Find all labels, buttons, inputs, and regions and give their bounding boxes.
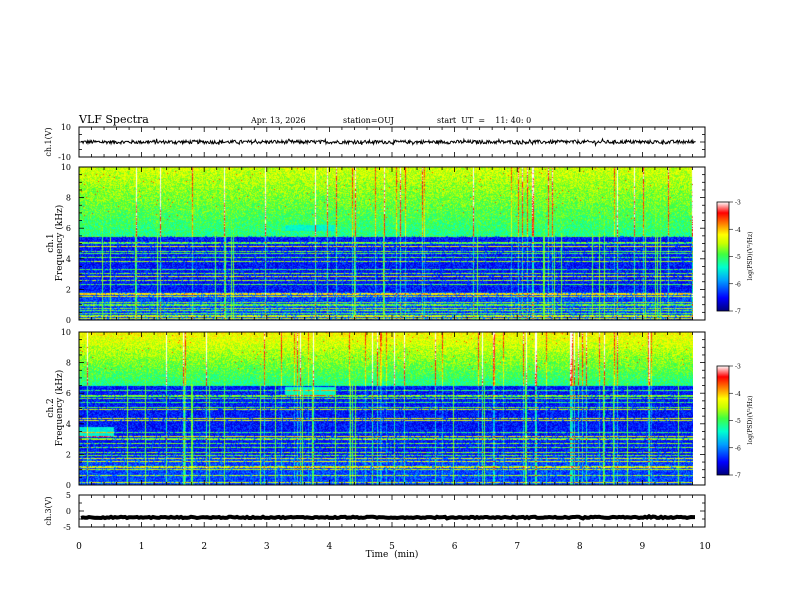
x-tick-label-10: 10 bbox=[699, 542, 711, 552]
colorbar-ch1: -3 -4 -5 -6 -7 log(PSD)(V²/Hz) bbox=[716, 200, 754, 316]
ch1-ytick-top: 10 bbox=[61, 123, 71, 132]
ch3-ytick-top: 5 bbox=[66, 491, 71, 500]
station-label: station=OUJ bbox=[343, 116, 394, 125]
x-axis: 0 1 2 3 4 5 6 7 8 9 10 bbox=[76, 127, 711, 552]
ch3-ytick-mid: 0 bbox=[66, 507, 71, 516]
panel-ch3-waveform: 5 0 -5 ch.3(V) bbox=[44, 491, 706, 532]
ch1-spec-ytick-label-8: 8 bbox=[66, 194, 71, 203]
ch1-waveform-trace bbox=[80, 137, 696, 148]
ch1-spec-ytick-label-2: 2 bbox=[66, 285, 71, 294]
ch2-spec-ytick-label-4: 4 bbox=[66, 420, 71, 429]
ch3-ytick-bottom: -5 bbox=[63, 523, 71, 532]
colorbar-ch2-label: log(PSD)(V²/Hz) bbox=[747, 396, 754, 445]
colorbar-ch2-tick-label--6: -6 bbox=[735, 445, 741, 452]
x-tick-label-6: 6 bbox=[452, 542, 458, 552]
colorbar-ch2-tick-label--7: -7 bbox=[735, 473, 741, 480]
ch1-spec-ytick-label-4: 4 bbox=[66, 255, 71, 264]
colorbar-ch2-tick-label--3: -3 bbox=[735, 364, 741, 371]
x-tick-label-5: 5 bbox=[389, 542, 395, 552]
ch2-spec-ytick-label-10: 10 bbox=[61, 328, 71, 337]
x-tick-label-3: 3 bbox=[264, 542, 270, 552]
ch2-spec-ylabel-channel: ch.2 bbox=[46, 398, 56, 417]
start-time-label: start UT = 11: 40: 0 bbox=[437, 116, 531, 125]
x-tick-label-9: 9 bbox=[640, 542, 646, 552]
x-tick-label-8: 8 bbox=[577, 542, 583, 552]
ch1-spectrogram-image bbox=[79, 167, 693, 320]
colorbar-ch2-tick-label--5: -5 bbox=[735, 418, 741, 425]
ch1-spec-ylabel-channel: ch.1 bbox=[46, 233, 56, 252]
ch2-spec-ytick-label-8: 8 bbox=[66, 359, 71, 368]
x-tick-label-4: 4 bbox=[327, 542, 333, 552]
colorbar-ch1-tick-label--7: -7 bbox=[735, 309, 741, 316]
ch2-spec-ytick-label-0: 0 bbox=[66, 481, 71, 490]
ch1-spec-ytick-label-6: 6 bbox=[66, 224, 71, 233]
panel-ch3-waveform-bg bbox=[79, 495, 705, 527]
ch1-spec-ytick-label-0: 0 bbox=[66, 316, 71, 325]
ch2-spec-ylabel-frequency: Frequency (kHz) bbox=[54, 370, 65, 447]
ch1-spec-ytick-label-10: 10 bbox=[61, 163, 71, 172]
x-tick-label-0: 0 bbox=[76, 542, 82, 552]
ch1-spec-ylabel-frequency: Frequency (kHz) bbox=[54, 205, 65, 282]
colorbar-ch1-tick-label--5: -5 bbox=[735, 254, 741, 261]
colorbar-ch2-bar bbox=[716, 365, 730, 476]
colorbar-ch1-tick-label--3: -3 bbox=[735, 200, 741, 207]
ch2-spec-ytick-label-6: 6 bbox=[66, 389, 71, 398]
ch1-ytick-bottom: -10 bbox=[58, 153, 71, 162]
x-tick-label-7: 7 bbox=[514, 542, 520, 552]
panel-ch1-waveform: 10 -10 ch.1(V) bbox=[44, 123, 706, 162]
colorbar-ch1-tick-label--6: -6 bbox=[735, 281, 741, 288]
colorbar-ch1-label: log(PSD)(V²/Hz) bbox=[747, 232, 754, 281]
date-label: Apr. 13, 2026 bbox=[250, 116, 306, 125]
panel-ch2-spectrogram: 0 2 4 6 8 10 ch.2 Frequency (kHz) bbox=[46, 328, 706, 490]
colorbar-ch1-tick-label--4: -4 bbox=[735, 227, 741, 234]
ch3-waveform-trace bbox=[80, 513, 695, 521]
colorbar-ch1-bar bbox=[716, 201, 730, 312]
panel-ch1-spectrogram: 0 2 4 6 8 10 ch.1 Frequency (kHz) bbox=[46, 163, 706, 325]
ch2-spectrogram-image bbox=[79, 332, 693, 485]
ch1-ylabel: ch.1(V) bbox=[44, 127, 53, 156]
figure-title: VLF Spectra bbox=[78, 113, 149, 126]
colorbar-ch2-tick-label--4: -4 bbox=[735, 391, 741, 398]
x-tick-label-2: 2 bbox=[201, 542, 207, 552]
x-axis-label: Time (min) bbox=[366, 549, 419, 560]
x-tick-label-1: 1 bbox=[139, 542, 145, 552]
ch2-spec-ytick-label-2: 2 bbox=[66, 450, 71, 459]
colorbar-ch2: -3 -4 -5 -6 -7 log(PSD)(V²/Hz) bbox=[716, 364, 754, 480]
ch3-ylabel: ch.3(V) bbox=[44, 496, 53, 525]
